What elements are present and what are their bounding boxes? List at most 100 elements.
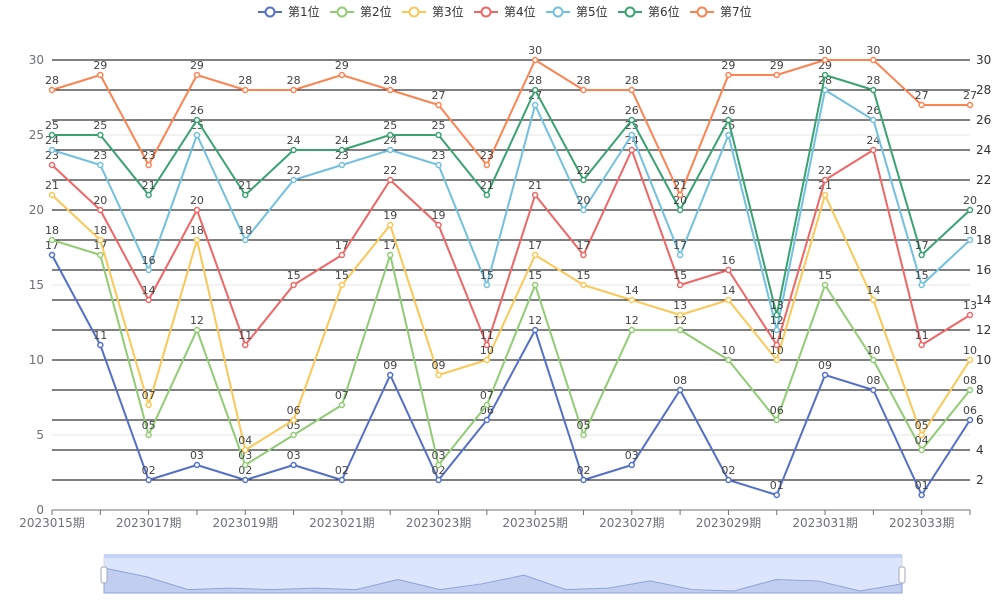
data-point[interactable]: [145, 296, 152, 304]
data-point[interactable]: [193, 206, 201, 214]
data-point[interactable]: [242, 446, 249, 454]
data-point[interactable]: [725, 476, 732, 484]
data-point[interactable]: [870, 116, 877, 124]
data-point[interactable]: [242, 476, 249, 484]
data-point[interactable]: [193, 131, 201, 139]
data-point[interactable]: [725, 266, 732, 274]
data-point[interactable]: [966, 386, 974, 394]
data-point[interactable]: [483, 401, 491, 409]
data-point[interactable]: [725, 356, 732, 364]
zoom-right-handle[interactable]: [898, 566, 906, 584]
data-point[interactable]: [531, 191, 539, 199]
data-point[interactable]: [435, 476, 442, 484]
data-point[interactable]: [531, 56, 539, 64]
data-point[interactable]: [97, 206, 104, 214]
data-point[interactable]: [628, 116, 636, 124]
data-point[interactable]: [918, 341, 925, 349]
data-point[interactable]: [870, 56, 877, 64]
legend-item[interactable]: 第6位: [618, 4, 680, 19]
data-point[interactable]: [338, 71, 346, 79]
data-point[interactable]: [290, 461, 297, 469]
data-point[interactable]: [242, 191, 249, 199]
data-point[interactable]: [338, 476, 346, 484]
data-point[interactable]: [386, 371, 394, 379]
data-point[interactable]: [386, 146, 394, 154]
data-point[interactable]: [628, 146, 636, 154]
data-point[interactable]: [773, 326, 780, 334]
data-point[interactable]: [386, 176, 394, 184]
data-point[interactable]: [435, 461, 442, 469]
data-point[interactable]: [483, 191, 491, 199]
data-point[interactable]: [435, 371, 442, 379]
data-point[interactable]: [145, 476, 152, 484]
data-point[interactable]: [628, 296, 636, 304]
data-point[interactable]: [483, 341, 491, 349]
data-point[interactable]: [870, 356, 877, 364]
data-point[interactable]: [821, 56, 829, 64]
data-point[interactable]: [483, 281, 491, 289]
data-point[interactable]: [48, 131, 56, 139]
data-point[interactable]: [386, 131, 394, 139]
data-point[interactable]: [773, 71, 780, 79]
data-point[interactable]: [821, 371, 829, 379]
data-point[interactable]: [48, 161, 56, 169]
data-point[interactable]: [966, 311, 974, 319]
data-point[interactable]: [531, 101, 539, 109]
data-point[interactable]: [966, 416, 974, 424]
data-point[interactable]: [918, 446, 925, 454]
data-point[interactable]: [966, 356, 974, 364]
data-point[interactable]: [628, 86, 636, 94]
data-point[interactable]: [821, 191, 829, 199]
data-point[interactable]: [918, 281, 925, 289]
data-point[interactable]: [242, 236, 249, 244]
data-point[interactable]: [97, 161, 104, 169]
data-point[interactable]: [676, 251, 684, 259]
data-point[interactable]: [870, 296, 877, 304]
data-point[interactable]: [580, 206, 587, 214]
legend-item[interactable]: 第3位: [402, 4, 464, 19]
data-point[interactable]: [193, 326, 201, 334]
data-point[interactable]: [870, 146, 877, 154]
data-point[interactable]: [773, 491, 780, 499]
data-point[interactable]: [386, 251, 394, 259]
legend-item[interactable]: 第5位: [546, 4, 608, 19]
data-point[interactable]: [966, 101, 974, 109]
data-point[interactable]: [821, 176, 829, 184]
data-point[interactable]: [773, 311, 780, 319]
data-point[interactable]: [580, 431, 587, 439]
data-point[interactable]: [676, 326, 684, 334]
data-point[interactable]: [242, 341, 249, 349]
data-point[interactable]: [725, 71, 732, 79]
data-point[interactable]: [338, 251, 346, 259]
data-point[interactable]: [290, 176, 297, 184]
data-point[interactable]: [676, 191, 684, 199]
data-point[interactable]: [725, 131, 732, 139]
data-point[interactable]: [870, 86, 877, 94]
data-point[interactable]: [97, 341, 104, 349]
data-point[interactable]: [918, 431, 925, 439]
data-point[interactable]: [918, 491, 925, 499]
zoom-left-handle[interactable]: [100, 566, 108, 584]
data-point[interactable]: [290, 86, 297, 94]
data-point[interactable]: [435, 131, 442, 139]
data-point[interactable]: [676, 281, 684, 289]
data-point[interactable]: [242, 461, 249, 469]
data-point[interactable]: [97, 131, 104, 139]
data-point[interactable]: [386, 86, 394, 94]
data-point[interactable]: [580, 251, 587, 259]
data-point[interactable]: [145, 266, 152, 274]
data-point[interactable]: [97, 71, 104, 79]
data-point[interactable]: [676, 311, 684, 319]
data-point[interactable]: [531, 281, 539, 289]
data-point[interactable]: [483, 161, 491, 169]
data-point[interactable]: [580, 281, 587, 289]
data-point[interactable]: [338, 401, 346, 409]
data-point[interactable]: [676, 386, 684, 394]
data-point[interactable]: [48, 251, 56, 259]
data-point[interactable]: [435, 221, 442, 229]
data-point[interactable]: [773, 416, 780, 424]
data-point[interactable]: [145, 161, 152, 169]
data-point[interactable]: [145, 401, 152, 409]
data-point[interactable]: [580, 86, 587, 94]
data-point[interactable]: [193, 71, 201, 79]
